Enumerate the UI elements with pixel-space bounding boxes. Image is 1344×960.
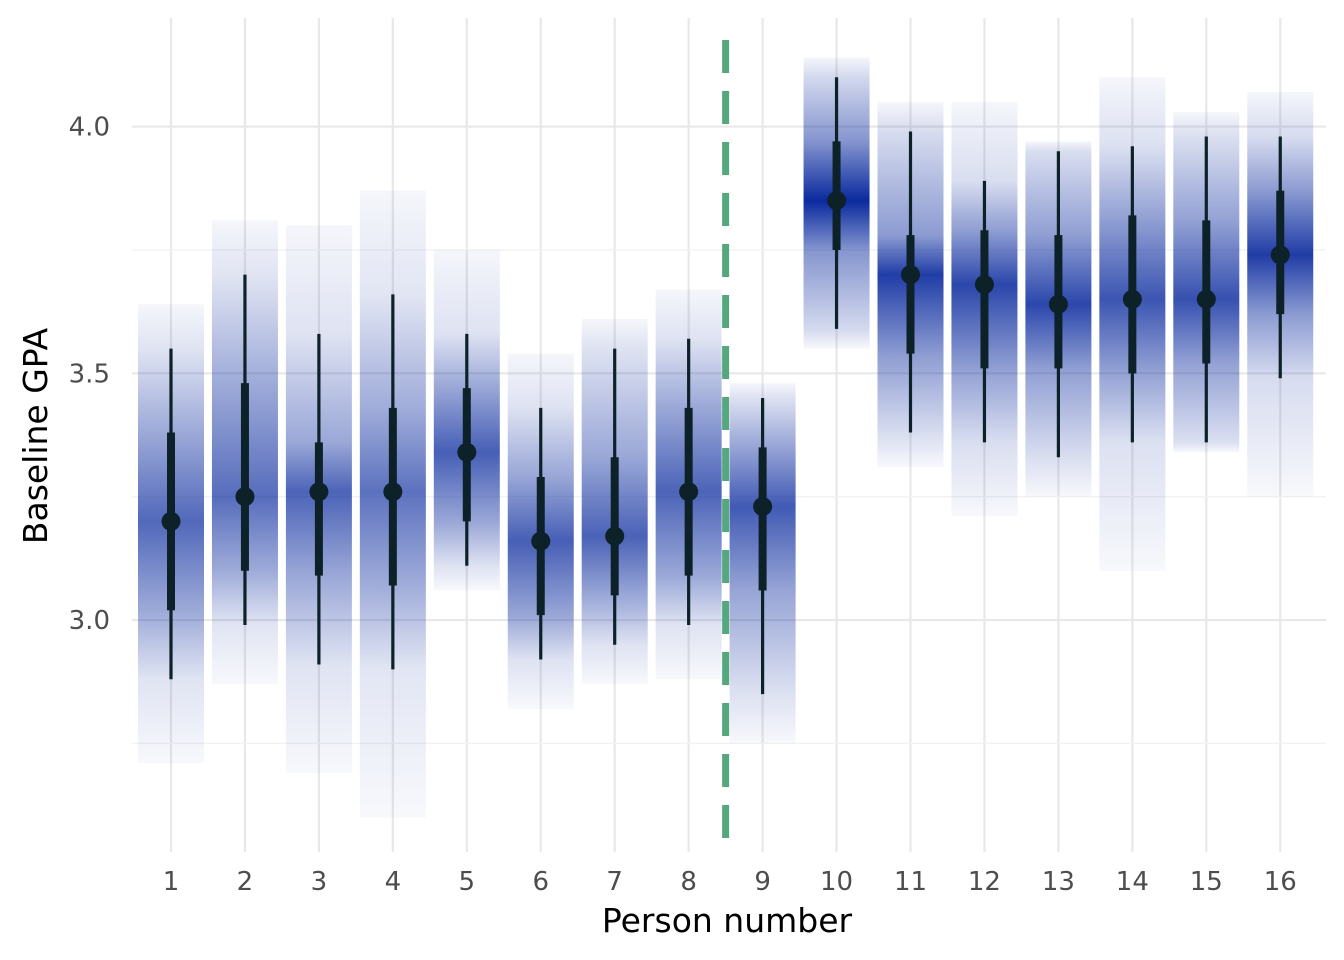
x-tick-label: 11 — [894, 867, 927, 897]
x-tick-label: 2 — [237, 867, 254, 897]
x-tick-label: 1 — [163, 867, 180, 897]
intervals — [161, 77, 1290, 695]
y-tick-label: 4.0 — [69, 113, 110, 143]
point-estimate-9 — [753, 497, 773, 517]
point-estimate-8 — [679, 482, 699, 502]
point-estimate-1 — [161, 511, 181, 531]
x-tick-label: 3 — [311, 867, 328, 897]
point-estimate-15 — [1196, 289, 1216, 309]
x-tick-label: 13 — [1042, 867, 1075, 897]
x-tick-label: 6 — [532, 867, 549, 897]
x-axis-ticks: 1 2 3 4 5 6 7 8 9 10 11 12 13 14 15 16 — [163, 867, 1297, 897]
x-axis-title: Person number — [602, 901, 853, 940]
x-tick-label: 9 — [754, 867, 771, 897]
y-axis-ticks: 3.0 3.5 4.0 — [69, 113, 110, 636]
point-estimate-13 — [1048, 294, 1068, 314]
y-axis-title: Baseline GPA — [16, 327, 55, 544]
point-estimate-6 — [531, 531, 551, 551]
x-tick-label: 7 — [606, 867, 623, 897]
x-tick-label: 16 — [1264, 867, 1297, 897]
x-tick-label: 10 — [820, 867, 853, 897]
x-tick-label: 14 — [1116, 867, 1149, 897]
point-estimate-11 — [901, 265, 920, 285]
point-estimate-10 — [827, 191, 847, 211]
point-estimate-7 — [605, 526, 625, 546]
x-tick-label: 4 — [385, 867, 402, 897]
y-tick-label: 3.0 — [69, 606, 110, 636]
y-tick-label: 3.5 — [69, 359, 110, 389]
x-tick-label: 8 — [680, 867, 697, 897]
point-estimate-5 — [457, 442, 477, 462]
point-estimate-12 — [974, 274, 994, 294]
point-estimate-3 — [309, 482, 329, 502]
point-estimate-2 — [235, 487, 255, 507]
point-estimate-4 — [383, 482, 403, 502]
point-estimate-16 — [1270, 245, 1290, 265]
point-estimate-14 — [1122, 289, 1142, 309]
x-tick-label: 5 — [459, 867, 476, 897]
x-tick-label: 12 — [968, 867, 1001, 897]
x-tick-label: 15 — [1190, 867, 1223, 897]
